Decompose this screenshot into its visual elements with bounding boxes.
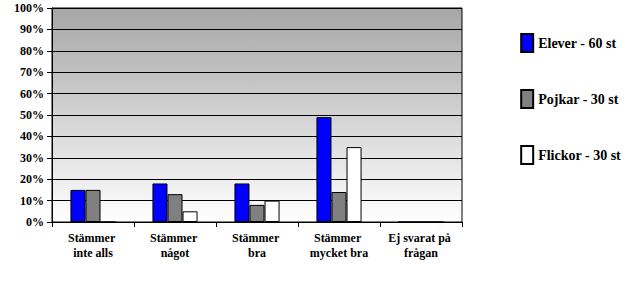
svg-text:90%: 90% (20, 22, 44, 36)
svg-text:20%: 20% (20, 172, 44, 186)
svg-text:Stämmer: Stämmer (150, 231, 200, 245)
svg-text:Flickor - 30 st: Flickor - 30 st (538, 148, 621, 163)
svg-text:10%: 10% (20, 194, 44, 208)
svg-text:80%: 80% (20, 44, 44, 58)
svg-text:60%: 60% (20, 87, 44, 101)
svg-text:mycket bra: mycket bra (310, 246, 368, 260)
svg-text:något: något (161, 246, 190, 260)
svg-text:Stämmer: Stämmer (232, 231, 282, 245)
svg-text:Stämmer: Stämmer (68, 231, 118, 245)
svg-text:50%: 50% (20, 108, 44, 122)
svg-text:40%: 40% (20, 129, 44, 143)
svg-text:frågan: frågan (404, 246, 438, 260)
svg-text:Pojkar - 30 st: Pojkar - 30 st (538, 92, 619, 107)
svg-text:bra: bra (248, 246, 266, 260)
svg-text:70%: 70% (20, 65, 44, 79)
svg-text:Stämmer: Stämmer (314, 231, 364, 245)
svg-text:100%: 100% (14, 1, 44, 15)
svg-text:0%: 0% (26, 215, 44, 229)
svg-text:Elever - 60 st: Elever - 60 st (538, 36, 616, 51)
svg-text:inte alls: inte alls (73, 246, 113, 260)
svg-text:30%: 30% (20, 151, 44, 165)
svg-text:Ej svarat på: Ej svarat på (388, 231, 454, 245)
